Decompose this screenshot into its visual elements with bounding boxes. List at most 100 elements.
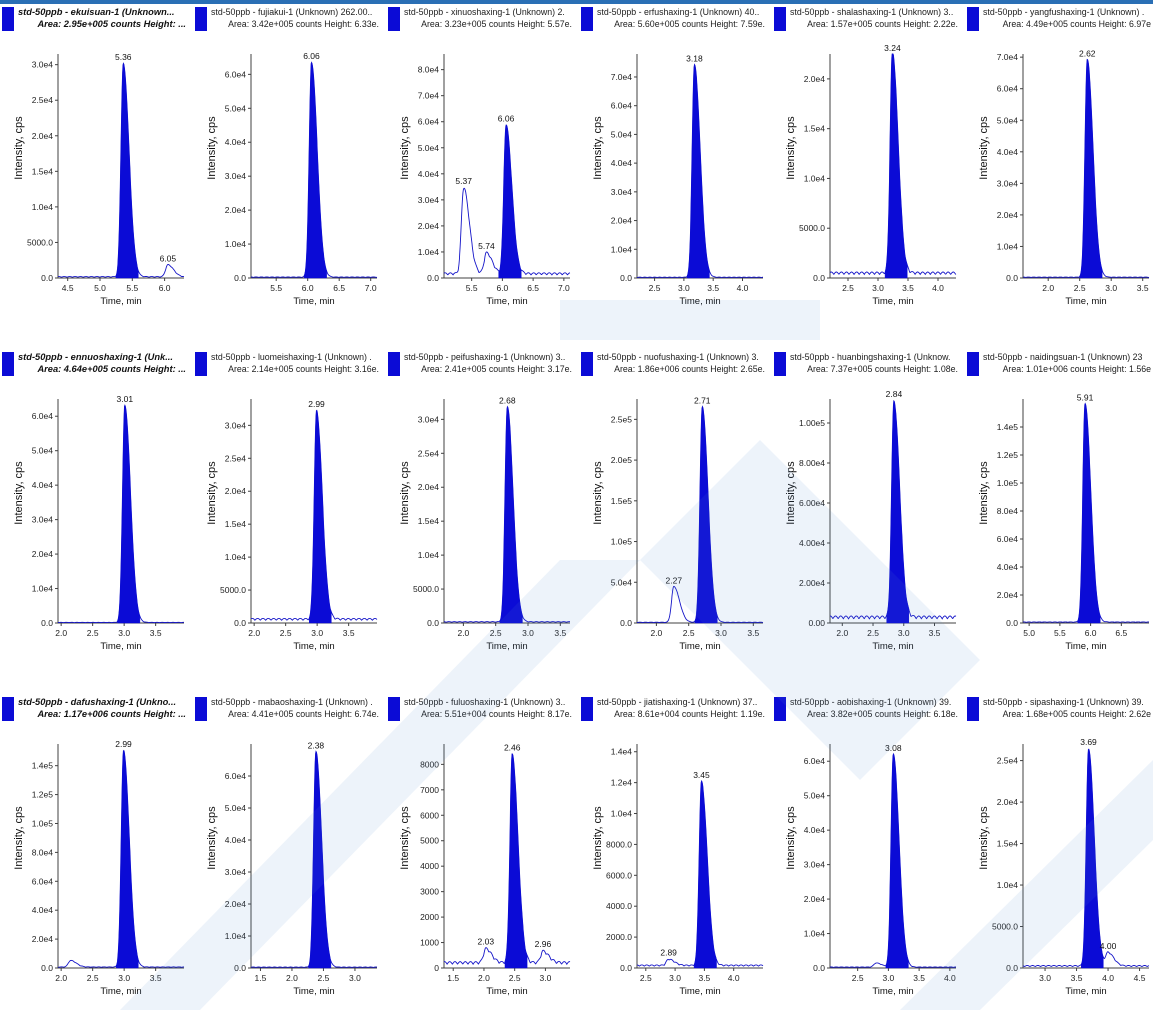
sample-title: std-50ppb - luomeishaxing-1 (Unknown) . xyxy=(211,352,372,362)
chromatogram-panel: std-50ppb - dafushaxing-1 (Unkno... Area:… xyxy=(0,690,188,1010)
x-tick-label: 4.0 xyxy=(944,973,956,983)
y-tick-label: 3.0e4 xyxy=(225,420,247,430)
area-height-summary: Area: 1.86e+006 counts Height: 2.65e. xyxy=(614,364,765,374)
y-tick-label: 1.0e4 xyxy=(418,247,440,257)
y-tick-label: 1.0e4 xyxy=(804,173,826,183)
sample-title: std-50ppb - yangfushaxing-1 (Unknown) . xyxy=(983,7,1145,17)
chromatogram-panel: std-50ppb - mabaoshaxing-1 (Unknown) . Ar… xyxy=(193,690,381,1010)
peak-label: 6.06 xyxy=(303,51,320,61)
y-tick-label: 8000 xyxy=(420,759,439,769)
peak-label: 5.74 xyxy=(478,241,495,251)
area-height-summary: Area: 5.60e+005 counts Height: 7.59e. xyxy=(614,19,765,29)
y-tick-label: 6000 xyxy=(420,810,439,820)
plot-area: Intensity, cps 0.0 5000.0 1.0e4 1.5e4 2.0e4 2.… xyxy=(193,387,381,655)
x-tick-label: 7.0 xyxy=(558,283,570,293)
peak-area xyxy=(115,62,139,279)
peak-area xyxy=(884,53,908,279)
chart-svg: 0.0 2000.0 4000.0 6000.0 8000.0 1.0e4 1.2e4 1.4… xyxy=(606,744,764,997)
y-tick-label: 1.2e4 xyxy=(611,778,633,788)
x-tick-label: 3.5 xyxy=(913,973,925,983)
panel-header: std-50ppb - naidingsuan-1 (Unknown) 23 Ar… xyxy=(965,350,1153,380)
y-tick-label: 6.0e4 xyxy=(225,771,247,781)
area-height-summary: Area: 5.51e+004 counts Height: 8.17e. xyxy=(421,709,572,719)
panel-header: std-50ppb - luomeishaxing-1 (Unknown) . A… xyxy=(193,350,381,380)
x-axis-label: Time, min xyxy=(100,296,141,307)
peak-label: 3.45 xyxy=(693,770,710,780)
sample-title: std-50ppb - sipashaxing-1 (Unknown) 39. xyxy=(983,697,1144,707)
area-height-summary: Area: 7.37e+005 counts Height: 1.08e. xyxy=(807,364,958,374)
y-tick-label: 3.0e4 xyxy=(611,187,633,197)
y-tick-label: 8.00e4 xyxy=(799,458,825,468)
panel-header: std-50ppb - fujiakui-1 (Unknown) 262.00.… xyxy=(193,5,381,35)
y-tick-label: 4.0e4 xyxy=(418,169,440,179)
panel-header: std-50ppb - yangfushaxing-1 (Unknown) . A… xyxy=(965,5,1153,35)
legend-swatch xyxy=(774,697,786,721)
legend-swatch xyxy=(581,7,593,31)
y-tick-label: 2.0e4 xyxy=(997,797,1019,807)
plot-area: Intensity, cps 0.0 1.0e4 2.0e4 3.0e4 4.0e4 5.0… xyxy=(579,42,767,310)
x-tick-label: 2.5 xyxy=(280,628,292,638)
panel-header: std-50ppb - sipashaxing-1 (Unknown) 39. A… xyxy=(965,695,1153,725)
x-axis-label: Time, min xyxy=(100,986,141,997)
x-tick-label: 2.5 xyxy=(649,283,661,293)
legend-swatch xyxy=(195,697,207,721)
peak-area xyxy=(686,63,710,279)
y-tick-label: 2.0e4 xyxy=(997,590,1019,600)
peak-label: 3.24 xyxy=(884,43,901,53)
x-tick-label: 2.5 xyxy=(509,973,521,983)
y-tick-label: 0.0 xyxy=(620,618,632,628)
y-tick-label: 1.0e5 xyxy=(32,818,54,828)
y-tick-label: 8000.0 xyxy=(606,839,632,849)
chromatogram-panel: std-50ppb - yangfushaxing-1 (Unknown) . A… xyxy=(965,0,1153,320)
y-tick-label: 1.00e5 xyxy=(799,418,825,428)
plot-area: Intensity, cps 0.0 2.0e4 4.0e4 6.0e4 8.0e4 1.0… xyxy=(965,387,1153,655)
y-tick-label: 5.0e4 xyxy=(804,791,826,801)
chart-svg: 0.0 1.0e4 2.0e4 3.0e4 4.0e4 5.0e4 6.0e4 2.0 2.5 3… xyxy=(32,394,184,652)
y-tick-label: 1.0e4 xyxy=(225,239,247,249)
chart-svg: 0.0 5.0e4 1.0e5 1.5e5 2.0e5 2.5e5 2.0 2.5 3.0 3.5… xyxy=(611,395,764,652)
y-tick-label: 0.0 xyxy=(41,273,53,283)
x-tick-label: 3.5 xyxy=(1137,283,1149,293)
peak-label: 3.01 xyxy=(117,394,134,404)
y-tick-label: 4.0e4 xyxy=(32,905,54,915)
chromatogram-panel: std-50ppb - aobishaxing-1 (Unknown) 39. A… xyxy=(772,690,960,1010)
y-tick-label: 4.0e4 xyxy=(32,480,54,490)
peak-area xyxy=(498,124,522,279)
y-tick-label: 2.5e4 xyxy=(997,756,1019,766)
x-tick-label: 3.0 xyxy=(882,973,894,983)
legend-swatch xyxy=(195,352,207,376)
sample-title: std-50ppb - peifushaxing-1 (Unknown) 3.. xyxy=(404,352,566,362)
chart-svg: 0.0 1.0e4 2.0e4 3.0e4 4.0e4 5.0e4 6.0e4 7.0e4 8.… xyxy=(418,54,571,307)
y-tick-label: 4.0e4 xyxy=(804,825,826,835)
y-tick-label: 1.0e5 xyxy=(997,478,1019,488)
y-tick-label: 5.0e4 xyxy=(611,129,633,139)
plot-area: Intensity, cps 0.00 2.00e4 4.00e4 6.00e4 8.00… xyxy=(772,387,960,655)
y-tick-label: 6.0e4 xyxy=(225,69,247,79)
y-tick-label: 5.0e4 xyxy=(225,103,247,113)
chart-svg: 0.0 5000.0 1.0e4 1.5e4 2.0e4 2.5e4 3.0e4 2.0 2.5… xyxy=(220,399,378,652)
y-tick-label: 3.0e4 xyxy=(225,867,247,877)
peak-label: 5.37 xyxy=(455,176,472,186)
x-tick-label: 4.5 xyxy=(1134,973,1146,983)
y-tick-label: 4.00e4 xyxy=(799,538,825,548)
x-tick-label: 4.5 xyxy=(62,283,74,293)
chromatogram-panel: std-50ppb - fuluoshaxing-1 (Unknown) 3..… xyxy=(386,690,574,1010)
y-tick-label: 2.0e4 xyxy=(225,899,247,909)
x-tick-label: 3.0 xyxy=(311,628,323,638)
area-height-summary: Area: 2.14e+005 counts Height: 3.16e. xyxy=(228,364,379,374)
x-axis-label: Time, min xyxy=(486,296,527,307)
x-tick-label: 3.5 xyxy=(747,628,759,638)
plot-area: Intensity, cps 0.0 1.0e4 2.0e4 3.0e4 4.0e4 5.0… xyxy=(193,732,381,1000)
sample-title: std-50ppb - naidingsuan-1 (Unknown) 23 xyxy=(983,352,1143,362)
legend-swatch xyxy=(967,697,979,721)
legend-swatch xyxy=(2,7,14,31)
chart-svg: 0.0 1.0e4 2.0e4 3.0e4 4.0e4 5.0e4 6.0e4 7.0e4 2.… xyxy=(997,48,1150,307)
sample-title: std-50ppb - huanbingshaxing-1 (Unknow. xyxy=(790,352,951,362)
x-axis-label: Time, min xyxy=(679,986,720,997)
y-tick-label: 2.0e4 xyxy=(32,934,54,944)
peak-area xyxy=(886,400,910,624)
x-tick-label: 3.5 xyxy=(698,973,710,983)
sample-title: std-50ppb - aobishaxing-1 (Unknown) 39. xyxy=(790,697,952,707)
